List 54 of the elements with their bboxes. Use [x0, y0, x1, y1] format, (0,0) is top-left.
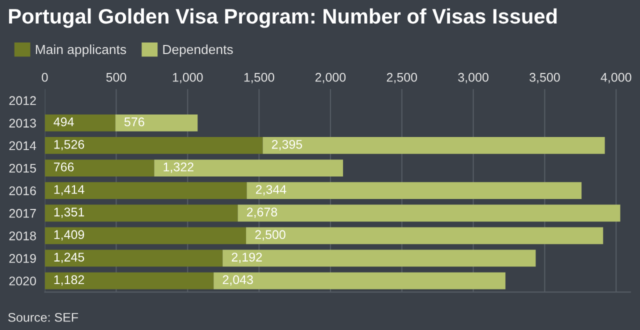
bar [44, 250, 223, 267]
x-tick-label: 500 [106, 72, 126, 82]
data-label: 1,182 [54, 275, 84, 286]
bar [44, 227, 246, 244]
data-label: 766 [54, 162, 74, 172]
bar [262, 137, 605, 154]
y-tick-label: 2014 [9, 141, 36, 150]
y-tick-label: 2016 [9, 186, 36, 196]
bar [44, 204, 238, 222]
data-label: 2,395 [272, 140, 302, 150]
data-label: 1,409 [54, 230, 84, 241]
data-label: 576 [124, 117, 144, 126]
bar [222, 250, 536, 267]
y-tick-label: 2012 [9, 96, 36, 106]
bar [214, 272, 506, 290]
bar [44, 272, 214, 290]
data-label: 1,245 [54, 252, 84, 264]
x-tick-label: 0 [42, 72, 48, 82]
data-label: 1,322 [164, 162, 194, 173]
data-label: 2,678 [246, 208, 278, 218]
x-tick-label: 1,000 [172, 72, 203, 84]
y-tick-label: 2015 [9, 164, 36, 173]
legend-label: Dependents [163, 44, 233, 57]
bar [246, 182, 582, 200]
bar [238, 204, 620, 222]
data-label: 1,414 [54, 185, 84, 196]
bar [246, 227, 604, 244]
chart-title: Portugal Golden Visa Program: Number of Visas Issued [9, 8, 557, 28]
data-label: 2,192 [232, 252, 262, 264]
y-tick-label: 2020 [9, 276, 36, 286]
x-tick-label: 3,000 [458, 72, 488, 84]
bar [44, 182, 247, 200]
x-tick-label: 4,000 [600, 72, 632, 84]
y-tick-label: 2019 [9, 254, 36, 263]
bar [154, 160, 344, 176]
x-tick-label: 2,500 [386, 72, 418, 84]
data-label: 2,500 [255, 230, 286, 241]
bar [44, 160, 154, 176]
source-note: Source: SEF [8, 312, 78, 322]
data-label: 2,043 [222, 275, 253, 286]
bar [44, 114, 116, 132]
bar [44, 137, 263, 154]
x-tick-label: 1,500 [244, 72, 274, 84]
data-label: 2,344 [256, 185, 286, 196]
y-tick-label: 2018 [9, 231, 36, 240]
x-tick-label: 3,500 [530, 72, 560, 84]
x-tick-label: 2,000 [315, 72, 346, 84]
data-label: 1,526 [54, 140, 84, 150]
y-tick-label: 2017 [9, 208, 36, 218]
bar [115, 114, 198, 132]
data-label: 494 [54, 117, 74, 126]
legend-label: Main applicants [36, 44, 126, 57]
data-label: 1,351 [54, 208, 84, 218]
y-tick-label: 2013 [9, 118, 36, 128]
